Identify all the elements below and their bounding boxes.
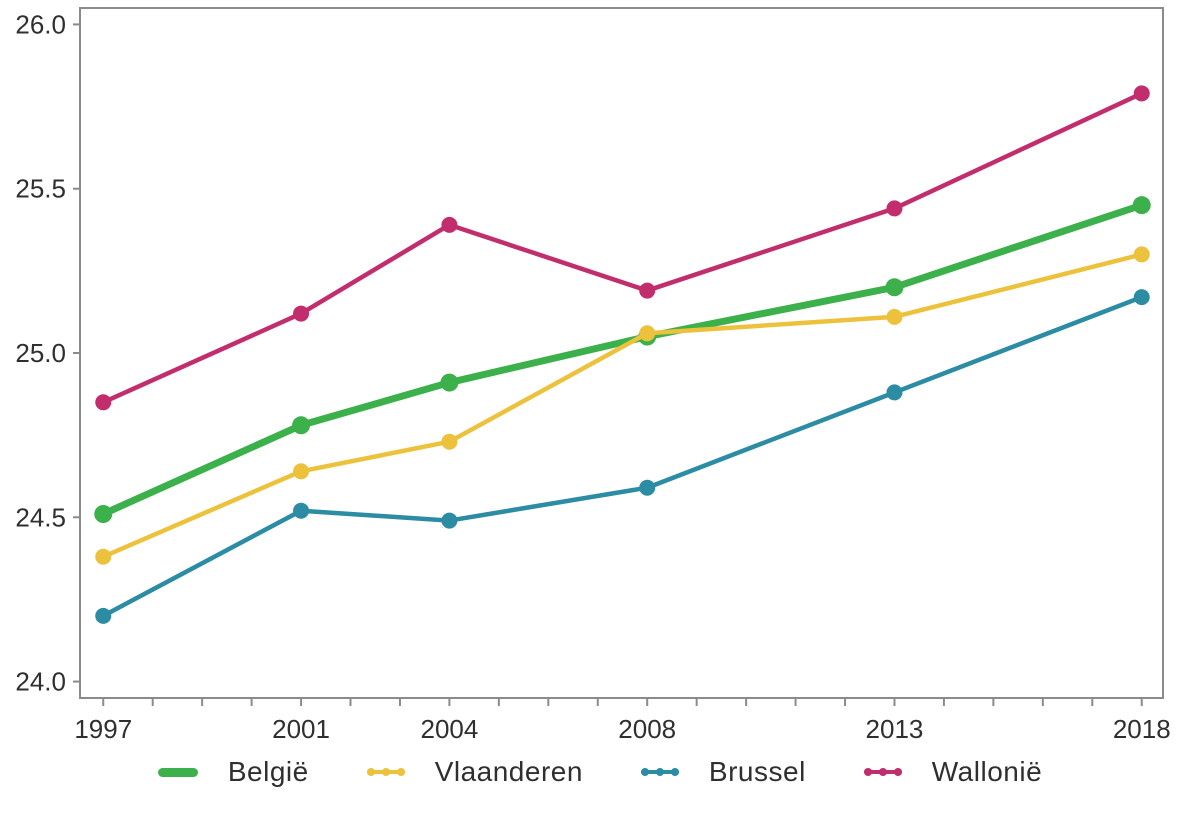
series-line-1 [100, 252, 1144, 559]
series-marker-1 [1133, 246, 1150, 263]
legend-swatch-solid-line-icon [157, 767, 198, 777]
legend-item-brussel: Brussel [640, 756, 806, 788]
series-marker-0 [440, 373, 459, 392]
series-marker-3 [441, 216, 458, 233]
legend-label-wallonie: Wallonië [931, 756, 1043, 787]
series-marker-3 [639, 282, 656, 299]
series-marker-0 [885, 278, 904, 297]
legend-swatch-dotted-line-icon [863, 766, 902, 778]
legend-label-brussel: Brussel [708, 756, 806, 787]
series-marker-0 [292, 416, 311, 435]
series-marker-2 [886, 384, 903, 401]
series-marker-2 [639, 479, 656, 496]
series-marker-3 [1133, 85, 1150, 102]
y-tick-label: 26.0 [15, 9, 66, 39]
series-marker-3 [293, 305, 310, 322]
series-marker-0 [1132, 196, 1151, 215]
series-line-3 [100, 91, 1144, 405]
series-marker-1 [639, 325, 656, 342]
x-tick-label: 2001 [272, 714, 330, 744]
x-tick-label: 2013 [866, 714, 924, 744]
legend-swatch-dotted-line-icon [366, 766, 405, 778]
series-marker-3 [886, 200, 903, 217]
series-line-2 [100, 294, 1144, 619]
legend-label-vlaanderen: Vlaanderen [434, 756, 583, 787]
series-marker-2 [95, 607, 112, 624]
series-marker-1 [293, 463, 310, 480]
legend-swatch-dotted-line-icon [640, 766, 679, 778]
series-marker-1 [441, 433, 458, 450]
y-tick-label: 25.0 [15, 338, 66, 368]
y-tick-label: 25.5 [15, 174, 66, 204]
x-tick-label: 1997 [74, 714, 132, 744]
series-marker-0 [94, 505, 113, 523]
y-tick-label: 24.5 [15, 502, 66, 532]
series-marker-1 [95, 548, 112, 565]
x-tick-label: 2004 [420, 714, 478, 744]
series-marker-2 [441, 512, 458, 529]
legend-item-belgie: België [157, 756, 309, 788]
y-tick-label: 24.0 [15, 667, 66, 697]
legend: België Vlaanderen Brussel Wallonië [0, 748, 1200, 796]
series-marker-2 [1133, 289, 1150, 306]
series-marker-3 [95, 394, 112, 411]
series-line-0 [99, 201, 1146, 518]
x-tick-label: 2008 [618, 714, 676, 744]
legend-label-belgie: België [227, 756, 309, 787]
x-tick-label: 2018 [1113, 714, 1171, 744]
legend-item-wallonie: Wallonië [863, 756, 1043, 788]
series-marker-2 [293, 502, 310, 519]
series-marker-1 [886, 308, 903, 325]
legend-item-vlaanderen: Vlaanderen [366, 756, 583, 788]
plot-area: 24.0 24.5 25.0 25.5 26.0 1997 2001 2004 2008 2013… [15, 7, 1171, 744]
